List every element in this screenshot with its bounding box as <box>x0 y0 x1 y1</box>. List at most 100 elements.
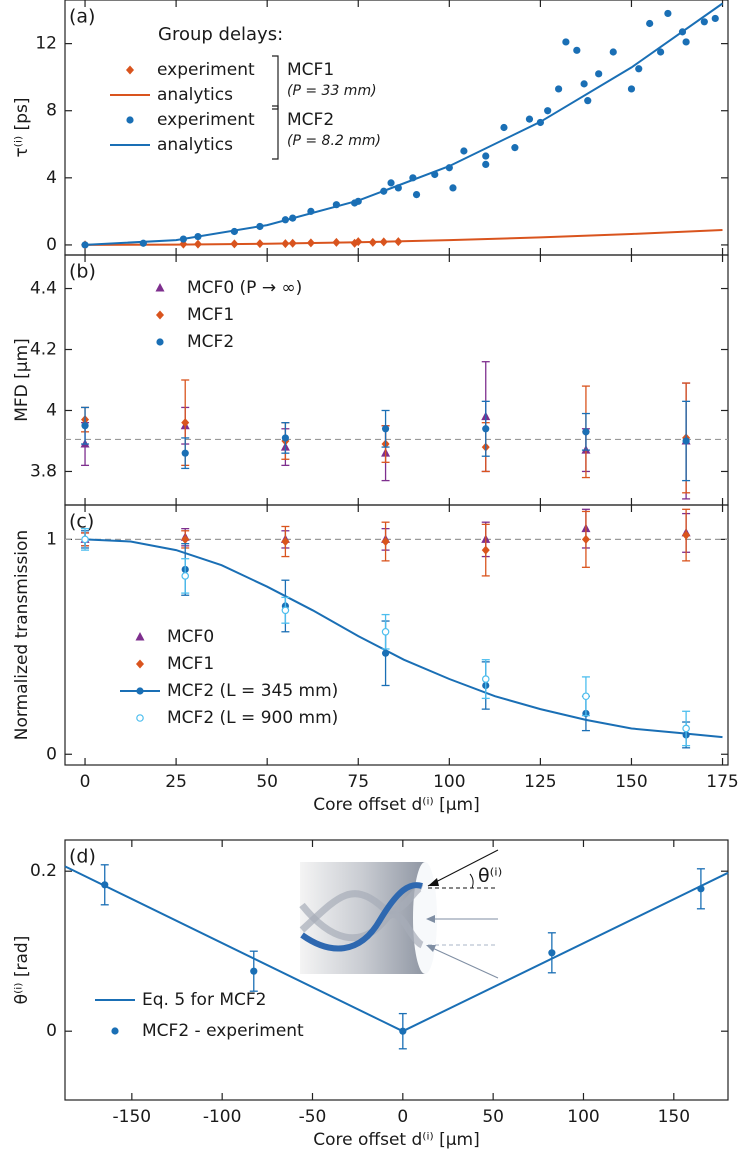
x-tick-label: 100 <box>433 772 465 792</box>
marker <box>460 147 468 155</box>
legend-bracket <box>272 105 279 160</box>
marker <box>482 425 490 433</box>
panel-label: (c) <box>69 511 94 533</box>
legend-label: experiment <box>157 110 255 130</box>
x-tick-label: 150 <box>615 772 647 792</box>
legend-marker <box>136 659 144 669</box>
marker <box>555 85 563 93</box>
x-axis-label: Core offset d⁽ⁱ⁾ [µm] <box>313 795 479 815</box>
legend-label: MCF0 (P → ∞) <box>187 278 302 298</box>
legend-label: MCF2 - experiment <box>142 1021 304 1041</box>
marker <box>711 14 719 23</box>
marker <box>595 70 603 78</box>
marker <box>582 692 590 701</box>
legend-marker <box>136 687 144 695</box>
legend-marker <box>136 714 144 722</box>
legend-label: MCF2 <box>187 332 234 352</box>
panel-label: (b) <box>69 261 96 283</box>
plot-frame <box>64 504 729 766</box>
marker <box>573 46 581 54</box>
legend-marker <box>156 338 164 346</box>
marker <box>580 80 588 88</box>
marker <box>657 48 665 56</box>
plot-frame <box>64 254 729 506</box>
marker <box>381 537 390 547</box>
marker <box>250 967 258 975</box>
x-tick-label: 50 <box>482 1107 504 1127</box>
y-axis-label: MFD [µm] <box>12 338 32 422</box>
marker <box>399 1027 407 1035</box>
legend-marker <box>156 310 164 320</box>
marker <box>381 649 390 657</box>
y-tick-label: 4 <box>46 400 57 420</box>
y-axis-label: Normalized transmission <box>12 530 32 740</box>
legend-label: MCF0 <box>167 627 214 647</box>
panel-label: (d) <box>69 846 96 868</box>
group-label: MCF2 <box>287 110 334 130</box>
legend-label: MCF2 (L = 345 mm) <box>167 681 338 701</box>
marker <box>609 48 617 56</box>
legend-marker <box>126 65 134 75</box>
x-tick-label: 25 <box>165 772 187 792</box>
plot-area <box>80 508 723 749</box>
legend-label: MCF1 <box>187 305 234 325</box>
inset-label: θ⁽ⁱ⁾ <box>478 865 502 887</box>
y-tick-label: 12 <box>35 34 57 54</box>
legend-label: MCF1 <box>167 654 214 674</box>
marker <box>482 160 490 169</box>
marker <box>525 115 534 123</box>
legend-label: Eq. 5 for MCF2 <box>142 990 266 1010</box>
plot-area <box>80 361 691 500</box>
legend-marker <box>155 283 165 292</box>
y-tick-label: 0 <box>46 744 57 764</box>
line <box>84 229 723 246</box>
line <box>84 2 724 246</box>
marker <box>548 949 556 957</box>
legend-marker <box>126 116 134 124</box>
marker <box>381 425 390 433</box>
y-tick-label: 4 <box>46 168 57 188</box>
marker <box>581 534 590 544</box>
marker <box>482 152 490 160</box>
marker <box>449 184 457 192</box>
marker <box>582 428 590 436</box>
panel: 0 0.2 -150 -100 -50 0 50 100 150 (d) θ⁽ⁱ⁾ [rad] Cor… <box>12 839 729 1150</box>
group-note: (P = 8.2 mm) <box>287 133 381 149</box>
x-tick-label: -100 <box>203 1107 242 1127</box>
marker <box>381 627 390 636</box>
legend-label: analytics <box>157 85 233 105</box>
marker <box>584 97 592 105</box>
y-tick-label: 4.4 <box>30 279 57 299</box>
marker <box>181 534 190 544</box>
x-tick-label: 75 <box>347 772 369 792</box>
marker <box>481 545 490 555</box>
marker <box>511 144 519 152</box>
x-tick-label: 100 <box>567 1107 599 1127</box>
x-tick-label: 0 <box>80 772 91 792</box>
marker <box>412 191 421 199</box>
x-axis-label: Core offset d⁽ⁱ⁾ [µm] <box>313 1130 479 1150</box>
marker <box>281 606 290 615</box>
marker <box>181 572 190 580</box>
marker <box>700 18 708 26</box>
marker <box>181 418 190 428</box>
y-tick-label: 0.2 <box>30 861 57 881</box>
x-tick-label: 150 <box>658 1107 690 1127</box>
marker <box>635 65 643 73</box>
legend-title: Group delays: <box>158 24 283 45</box>
panel: 0 1 0 25 50 75 100 125 150 175 (c) Normalized trans… <box>12 504 739 815</box>
y-tick-label: 1 <box>46 529 57 549</box>
marker <box>281 434 289 442</box>
group-label: MCF1 <box>287 60 334 80</box>
plot-frame <box>64 839 729 1101</box>
marker <box>481 675 490 683</box>
inset-illustration: θ⁽ⁱ⁾ <box>299 849 502 979</box>
plot-area <box>81 2 724 250</box>
y-tick-label: 8 <box>46 101 57 121</box>
marker <box>682 38 690 46</box>
legend-marker <box>135 632 145 641</box>
panel: 0 4 8 12 (a) τ⁽ⁱ⁾ [ps] Group delays: experiment… <box>12 0 729 256</box>
marker <box>627 85 636 93</box>
marker <box>101 881 109 889</box>
